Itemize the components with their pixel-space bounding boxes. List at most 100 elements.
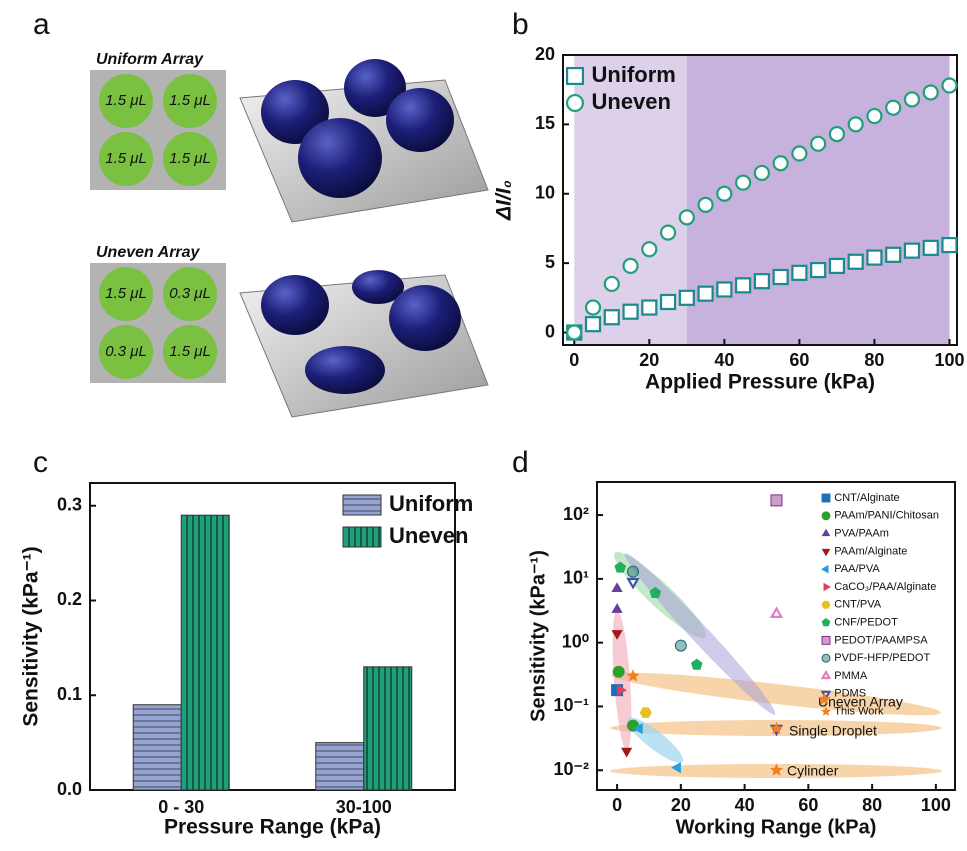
y-tick-label: 10 [535, 183, 555, 203]
point [612, 583, 622, 591]
legend-label: CaCO₃/PAA/Alginate [834, 581, 936, 593]
point [867, 251, 881, 265]
legend-label: Uneven [389, 523, 468, 548]
point [717, 187, 731, 201]
droplet [261, 275, 329, 335]
point [640, 708, 651, 718]
x-tick-label: 60 [798, 795, 818, 815]
y-tick-label: 10⁻² [553, 759, 589, 779]
legend-marker [567, 95, 583, 111]
panel-label: a [33, 8, 50, 41]
point [755, 166, 769, 180]
point [680, 291, 694, 305]
x-tick-label: 80 [862, 795, 882, 815]
legend-marker [822, 494, 830, 502]
point [622, 748, 632, 756]
annotation: Single Droplet [789, 723, 877, 739]
droplet [298, 118, 382, 198]
legend-label: PMMA [834, 670, 868, 682]
trend-band [618, 547, 781, 720]
y-tick-label: 10² [563, 504, 589, 524]
panel-label: b [512, 8, 529, 41]
x-tick-label: 100 [921, 795, 951, 815]
volume-label: 1.5 μL [169, 150, 211, 167]
y-tick-label: 10⁰ [562, 631, 589, 651]
volume-label: 1.5 μL [169, 92, 211, 109]
x-axis-label: Working Range (kPa) [676, 816, 877, 838]
point [849, 117, 863, 131]
point [811, 263, 825, 277]
point [605, 310, 619, 324]
annotation: Cylinder [787, 763, 839, 779]
legend-label: PVA/PAAm [834, 528, 889, 540]
point [624, 305, 638, 319]
point [680, 210, 694, 224]
volume-label: 1.5 μL [105, 285, 147, 302]
point [771, 495, 782, 506]
point [942, 79, 956, 93]
figure: a b c d Uniform Array 1.5 μL 1.5 μL 1.5 … [0, 0, 967, 851]
legend-label: This Work [834, 706, 884, 718]
point [924, 85, 938, 99]
droplet [386, 88, 454, 152]
legend-marker [823, 530, 830, 536]
point [772, 609, 782, 617]
point [774, 270, 788, 284]
point [886, 248, 900, 262]
legend-marker [822, 512, 830, 520]
point [612, 604, 622, 612]
volume-label: 1.5 μL [105, 150, 147, 167]
x-axis-label: Applied Pressure (kPa) [645, 371, 875, 394]
legend-label: CNT/PVA [834, 599, 882, 611]
x-tick-label: 40 [714, 350, 734, 370]
point [849, 255, 863, 269]
volume-label: 0.3 μL [105, 343, 147, 360]
bar [133, 705, 181, 790]
y-tick-label: 20 [535, 44, 555, 64]
point [586, 317, 600, 331]
x-tick-label: 60 [789, 350, 809, 370]
y-tick-label: 10⁻¹ [553, 695, 589, 715]
chart: 10⁻²10⁻¹10⁰10¹10²020406080100Working Ran… [527, 482, 955, 838]
volume-label: 1.5 μL [105, 92, 147, 109]
point [567, 326, 581, 340]
y-axis-label: ΔI/I₀ [493, 180, 516, 221]
point [736, 176, 750, 190]
point [586, 301, 600, 315]
legend-label: Uniform [592, 62, 676, 87]
array-title: Uniform Array [96, 51, 204, 68]
y-tick-label: 5 [545, 252, 555, 272]
legend-marker [822, 619, 830, 626]
point [675, 640, 686, 651]
legend-marker [824, 584, 830, 591]
y-axis-label: Sensitivity (kPa⁻¹) [527, 550, 549, 722]
legend-label: PAAm/Alginate [834, 545, 907, 557]
point [605, 277, 619, 291]
legend-swatch [343, 495, 381, 515]
y-tick-label: 15 [535, 113, 555, 133]
point [642, 242, 656, 256]
point [774, 156, 788, 170]
point [942, 238, 956, 252]
bar [364, 667, 412, 790]
panel-label: c [33, 446, 48, 479]
volume-label: 0.3 μL [169, 285, 211, 302]
point [886, 101, 900, 115]
y-axis-label: Sensitivity (kPa⁻¹) [20, 546, 43, 726]
point [717, 282, 731, 296]
y-tick-label: 0.2 [57, 589, 82, 609]
x-tick-label: 0 [569, 350, 579, 370]
x-tick-label: 0 [612, 795, 622, 815]
legend-label: CNF/PEDOT [834, 617, 898, 629]
illustration: Uniform Array 1.5 μL 1.5 μL 1.5 μL 1.5 μ… [90, 51, 488, 417]
x-tick-label: 30-100 [336, 797, 392, 817]
legend-swatch [343, 527, 381, 547]
legend-label: PAA/PVA [834, 563, 880, 575]
y-tick-label: 0 [545, 321, 555, 341]
point [830, 127, 844, 141]
point [699, 287, 713, 301]
x-tick-label: 20 [671, 795, 691, 815]
point [792, 147, 806, 161]
